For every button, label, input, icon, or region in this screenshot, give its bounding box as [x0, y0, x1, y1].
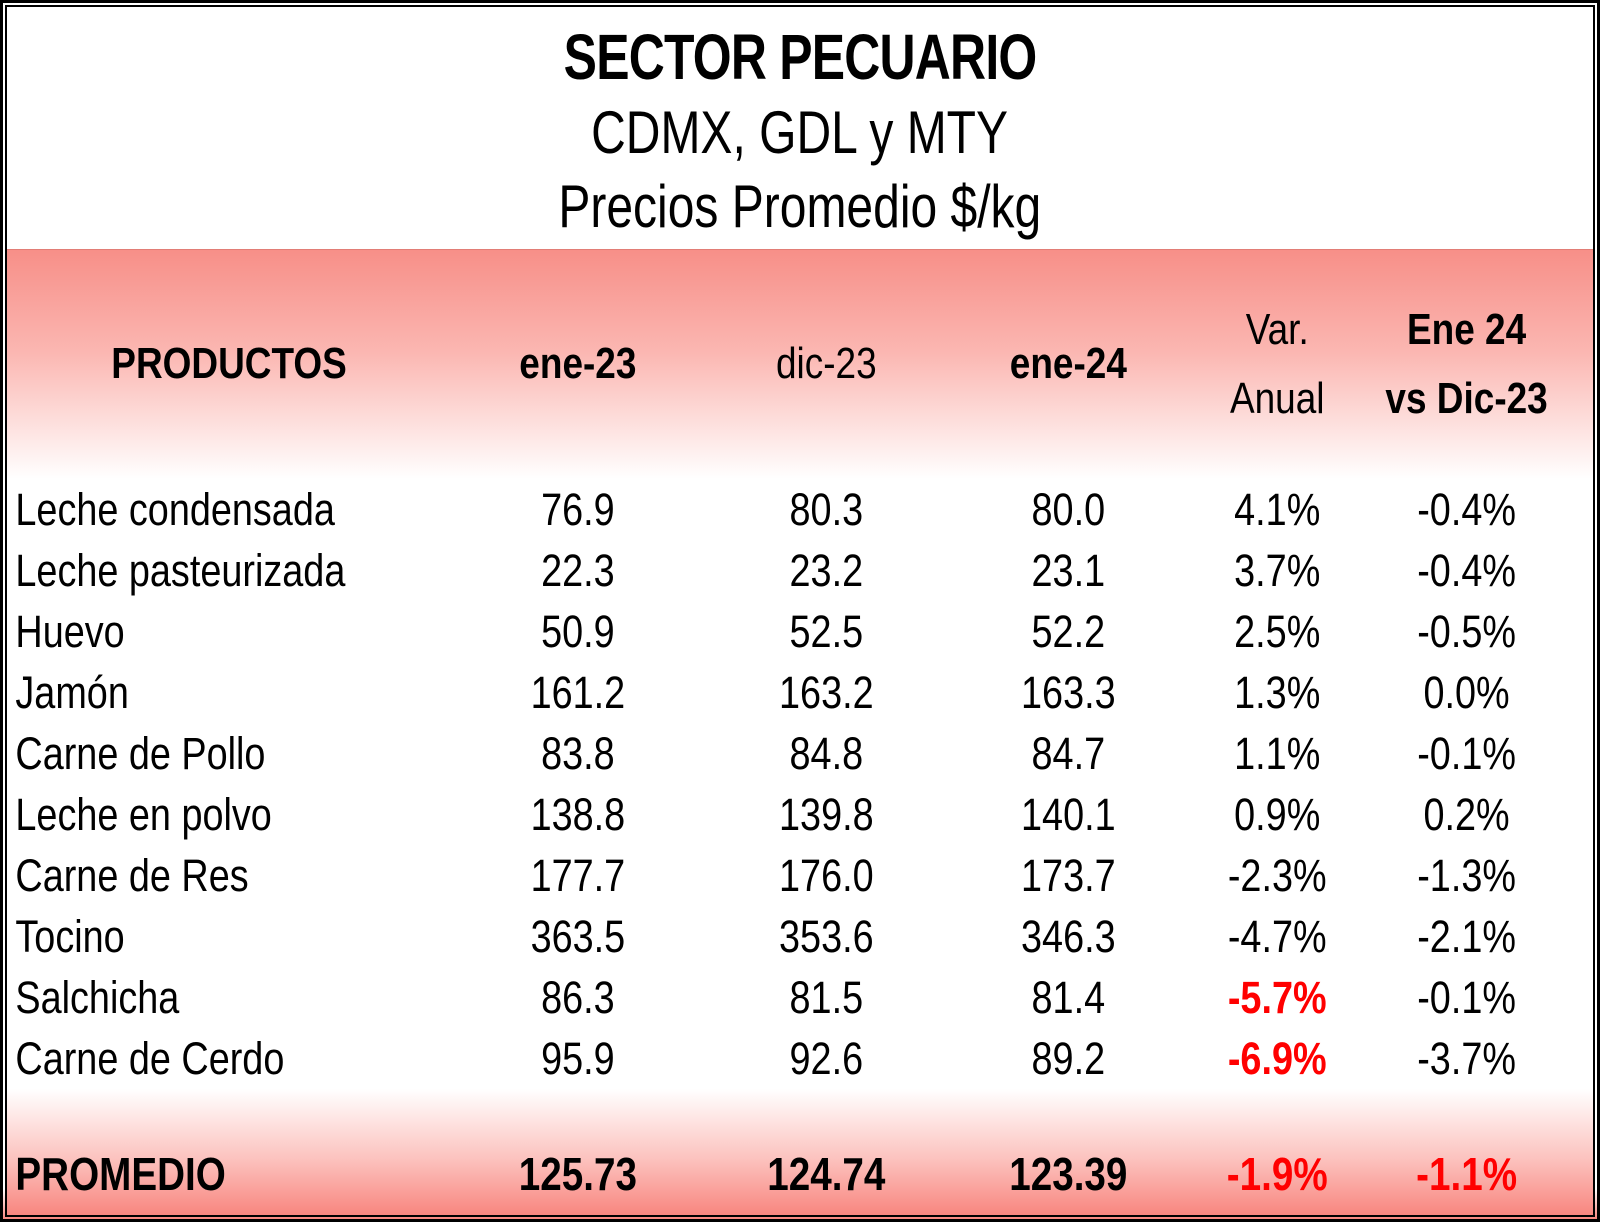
- value-ene24: 23.1: [1032, 544, 1106, 596]
- header-dic23: dic-23: [775, 339, 877, 389]
- value-ene24: 89.2: [1032, 1032, 1106, 1084]
- value-dic23: 92.6: [789, 1032, 863, 1084]
- value-var-anual-negative: -6.9%: [1227, 1032, 1327, 1084]
- product-name: Leche condensada: [15, 483, 335, 535]
- table-row: Leche condensada 76.9 80.3 80.0 4.1% -0.…: [7, 479, 1593, 540]
- table-row: Leche en polvo 138.8 139.8 140.1 0.9% 0.…: [7, 784, 1593, 845]
- value-var-anual: 1.3%: [1234, 666, 1321, 718]
- product-name: Huevo: [15, 605, 125, 657]
- value-ene24: 346.3: [1021, 910, 1117, 962]
- header-var-anual: Var. Anual: [1204, 296, 1351, 432]
- value-vs-dic23: -2.1%: [1416, 910, 1516, 962]
- header-vs-line1: Ene 24: [1406, 305, 1526, 355]
- report-sheet: SECTOR PECUARIO CDMX, GDL y MTY Precios …: [5, 5, 1595, 1217]
- product-name: Tocino: [15, 910, 125, 962]
- value-ene24: 84.7: [1032, 727, 1106, 779]
- footer-label: PROMEDIO: [15, 1148, 226, 1200]
- value-var-anual: 0.9%: [1234, 788, 1321, 840]
- footer-vs-dic23-negative: -1.1%: [1415, 1148, 1517, 1200]
- value-ene23: 22.3: [541, 544, 615, 596]
- product-name: Carne de Res: [15, 849, 249, 901]
- value-ene24: 173.7: [1021, 849, 1117, 901]
- footer-var-anual-negative: -1.9%: [1226, 1148, 1328, 1200]
- table-body: Leche condensada 76.9 80.3 80.0 4.1% -0.…: [7, 479, 1593, 1089]
- header-productos: PRODUCTOS: [111, 339, 347, 389]
- value-vs-dic23: -3.7%: [1416, 1032, 1516, 1084]
- value-var-anual: -2.3%: [1227, 849, 1327, 901]
- page-title: SECTOR PECUARIO: [563, 20, 1038, 93]
- value-vs-dic23: 0.0%: [1423, 666, 1510, 718]
- value-var-anual-negative: -5.7%: [1227, 971, 1327, 1023]
- page-subtitle-units: Precios Promedio $/kg: [558, 172, 1042, 240]
- value-ene23: 363.5: [530, 910, 626, 962]
- title-block: SECTOR PECUARIO CDMX, GDL y MTY Precios …: [7, 7, 1593, 249]
- value-vs-dic23: -0.5%: [1416, 605, 1516, 657]
- table-row: Carne de Pollo 83.8 84.8 84.7 1.1% -0.1%: [7, 723, 1593, 784]
- header-var-anual-line1: Var.: [1245, 305, 1309, 355]
- value-dic23: 84.8: [789, 727, 863, 779]
- table-row: Jamón 161.2 163.2 163.3 1.3% 0.0%: [7, 662, 1593, 723]
- value-ene23: 86.3: [541, 971, 615, 1023]
- table-row: Carne de Res 177.7 176.0 173.7 -2.3% -1.…: [7, 845, 1593, 906]
- value-var-anual: 3.7%: [1234, 544, 1321, 596]
- value-var-anual: -4.7%: [1227, 910, 1327, 962]
- value-vs-dic23: -1.3%: [1416, 849, 1516, 901]
- header-ene24: ene-24: [1010, 339, 1128, 389]
- value-var-anual: 1.1%: [1234, 727, 1321, 779]
- table-row: Leche pasteurizada 22.3 23.2 23.1 3.7% -…: [7, 540, 1593, 601]
- value-dic23: 163.2: [778, 666, 874, 718]
- footer-dic23: 124.74: [767, 1148, 886, 1200]
- value-ene24: 80.0: [1032, 483, 1106, 535]
- value-vs-dic23: -0.1%: [1416, 971, 1516, 1023]
- value-dic23: 80.3: [789, 483, 863, 535]
- product-name: Jamón: [15, 666, 129, 718]
- header-var-anual-line2: Anual: [1230, 373, 1325, 423]
- value-dic23: 81.5: [789, 971, 863, 1023]
- value-vs-dic23: -0.1%: [1416, 727, 1516, 779]
- value-ene23: 76.9: [541, 483, 615, 535]
- value-vs-dic23: 0.2%: [1423, 788, 1510, 840]
- value-vs-dic23: -0.4%: [1416, 483, 1516, 535]
- value-ene23: 50.9: [541, 605, 615, 657]
- table-header-row: PRODUCTOS ene-23 dic-23 ene-24 Var. Anua…: [7, 249, 1593, 479]
- product-name: Salchicha: [15, 971, 180, 1023]
- value-ene23: 177.7: [530, 849, 626, 901]
- value-ene23: 83.8: [541, 727, 615, 779]
- value-dic23: 23.2: [789, 544, 863, 596]
- value-var-anual: 2.5%: [1234, 605, 1321, 657]
- footer-ene24: 123.39: [1009, 1148, 1128, 1200]
- value-ene24: 140.1: [1021, 788, 1117, 840]
- value-dic23: 52.5: [789, 605, 863, 657]
- value-ene23: 95.9: [541, 1032, 615, 1084]
- value-ene23: 161.2: [530, 666, 626, 718]
- value-ene23: 138.8: [530, 788, 626, 840]
- value-ene24: 52.2: [1032, 605, 1106, 657]
- table-row: Carne de Cerdo 95.9 92.6 89.2 -6.9% -3.7…: [7, 1028, 1593, 1089]
- table-row: Huevo 50.9 52.5 52.2 2.5% -0.5%: [7, 601, 1593, 662]
- value-dic23: 139.8: [778, 788, 874, 840]
- product-name: Leche pasteurizada: [15, 544, 346, 596]
- value-ene24: 81.4: [1032, 971, 1106, 1023]
- table-footer-row: PROMEDIO 125.73 124.74 123.39 -1.9% -1.1…: [7, 1089, 1593, 1215]
- product-name: Leche en polvo: [15, 788, 272, 840]
- value-dic23: 176.0: [778, 849, 874, 901]
- header-vs-line2: vs Dic-23: [1385, 373, 1548, 423]
- value-var-anual: 4.1%: [1234, 483, 1321, 535]
- header-ene23: ene-23: [519, 339, 637, 389]
- page-subtitle-cities: CDMX, GDL y MTY: [591, 99, 1009, 166]
- header-ene24-vs-dic23: Ene 24 vs Dic-23: [1383, 296, 1575, 432]
- value-vs-dic23: -0.4%: [1416, 544, 1516, 596]
- product-name: Carne de Cerdo: [15, 1032, 285, 1084]
- table-row: Tocino 363.5 353.6 346.3 -4.7% -2.1%: [7, 906, 1593, 967]
- product-name: Carne de Pollo: [15, 727, 266, 779]
- value-ene24: 163.3: [1021, 666, 1117, 718]
- table-row: Salchicha 86.3 81.5 81.4 -5.7% -0.1%: [7, 967, 1593, 1028]
- footer-ene23: 125.73: [518, 1148, 638, 1200]
- value-dic23: 353.6: [778, 910, 874, 962]
